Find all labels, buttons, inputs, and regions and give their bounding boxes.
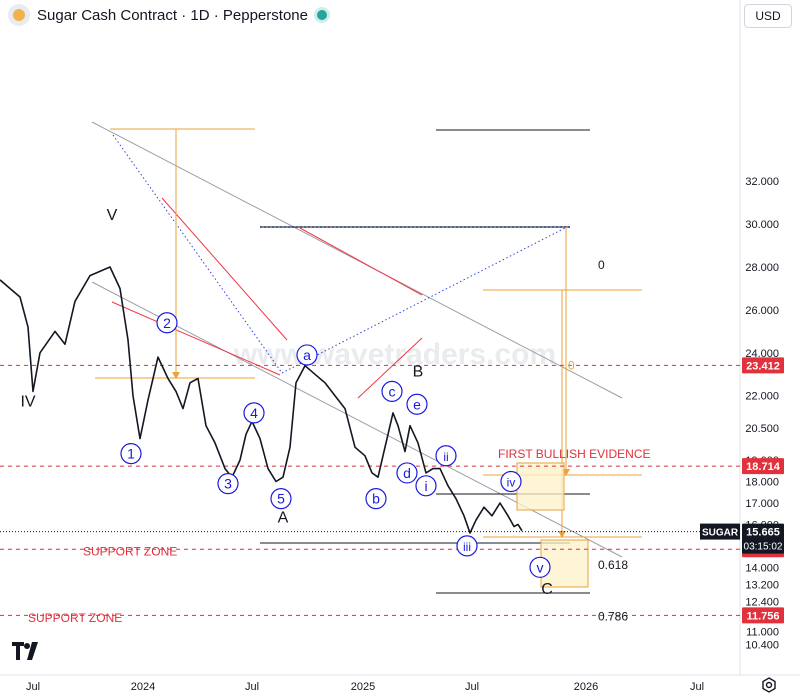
symbol-title[interactable]: Sugar Cash Contract · 1D · Pepperstone (37, 6, 308, 24)
current-price-label: 15.665 (746, 527, 780, 539)
symbol-logo-icon (8, 4, 30, 26)
fib-label-0: 0 (598, 258, 605, 272)
x-tick-label-0: Jul (26, 681, 40, 693)
symbol-tag-label: SUGAR (702, 528, 739, 539)
red-trendline-d (357, 337, 423, 399)
y-tick-label-6: 20.500 (745, 423, 779, 435)
wave-label-C: C (541, 581, 553, 598)
wave-circle-label-e: e (413, 396, 421, 412)
price-tag-bg-1 (742, 458, 784, 475)
wave-circle-5 (270, 488, 292, 510)
y-tick-label-13: 12.400 (745, 597, 779, 609)
channel-upper-line (91, 121, 623, 399)
price-tag-label-1: 18.714 (746, 461, 781, 473)
wave-circle-4 (243, 402, 265, 424)
currency-selector[interactable]: USD (744, 4, 792, 28)
wave-circle-label-2: 2 (163, 315, 171, 331)
watermark-text: www.wavetraders.com (233, 338, 556, 371)
x-tick-label-6: Jul (690, 681, 704, 693)
annotation-0: FIRST BULLISH EVIDENCE (498, 447, 650, 461)
fib-label-3: 0.786 (598, 610, 628, 624)
wave-circle-ii (435, 445, 457, 467)
channel-lower-line (91, 281, 623, 558)
wave-circle-label-i: i (424, 478, 427, 494)
wave-circle-label-v: v (537, 559, 544, 575)
orange-arrow-head-a (172, 372, 180, 379)
x-tick-label-3: 2025 (351, 681, 375, 693)
wave-circle-c (381, 380, 403, 403)
wave-circle-1 (120, 443, 142, 465)
wave-circle-label-1: 1 (127, 446, 135, 462)
wave-label-B: B (413, 363, 424, 380)
wave-circle-iv (500, 470, 522, 493)
y-tick-label-2: 28.000 (745, 262, 779, 274)
wave-circle-2 (156, 312, 178, 334)
annotation-2: SUPPORT ZONE (28, 611, 122, 625)
price-tag-bg-3 (742, 607, 784, 624)
y-tick-label-14: 11.000 (746, 627, 779, 639)
price-tag-label-3: 11.756 (746, 610, 779, 622)
fib-label-2: 0.618 (598, 558, 628, 572)
y-tick-label-11: 14.000 (745, 562, 779, 574)
wave-circle-i (415, 475, 437, 497)
blue-dotted-connector-a (112, 134, 283, 374)
chart-header: Sugar Cash Contract · 1D · Pepperstone (0, 0, 327, 30)
wave-circle-3 (217, 473, 239, 495)
red-trendline-a (161, 197, 288, 341)
wave-circle-label-a: a (303, 347, 311, 363)
settings-gear-icon[interactable] (760, 676, 778, 694)
wave-circle-b (365, 488, 387, 510)
y-tick-label-15: 10.400 (745, 640, 779, 652)
wave-label-A: A (278, 509, 289, 526)
y-tick-label-9: 17.000 (745, 498, 779, 510)
orange-arrow-head-c (558, 531, 566, 538)
wave-circle-a (296, 344, 318, 366)
wave-circle-v (529, 556, 551, 578)
red-trendline-b (111, 301, 281, 376)
wave-circle-label-3: 3 (224, 476, 232, 492)
y-tick-label-4: 24.000 (745, 348, 779, 360)
annotation-1: SUPPORT ZONE (83, 545, 177, 559)
wave-circle-iii (456, 535, 478, 557)
x-tick-label-4: Jul (465, 681, 479, 693)
market-open-indicator-icon (316, 10, 327, 20)
wave-circle-label-iii: iii (463, 540, 471, 554)
y-tick-label-1: 30.000 (745, 219, 779, 231)
wave-circle-d (396, 462, 418, 484)
x-tick-label-5: 2026 (574, 681, 598, 693)
x-tick-label-1: 2024 (131, 681, 155, 693)
wave-circle-e (406, 393, 428, 415)
wave-label-V: V (107, 207, 118, 224)
y-tick-label-0: 32.000 (745, 176, 779, 188)
price-tag-label-0: 23.412 (746, 360, 780, 372)
symbol-tag-bg (700, 523, 740, 540)
wave-circle-label-iv: iv (507, 476, 516, 490)
y-tick-label-5: 22.000 (745, 391, 779, 403)
wave-circle-label-b: b (372, 491, 380, 507)
current-price-tag-bg (742, 523, 784, 554)
price-series-line[interactable] (0, 266, 523, 534)
target-box-v (516, 462, 565, 511)
fib-label-1: 0 (568, 359, 575, 373)
wave-circle-label-d: d (403, 465, 411, 481)
y-tick-label-12: 13.200 (745, 579, 779, 591)
x-tick-label-2: Jul (245, 681, 259, 693)
wave-label-IV: IV (20, 393, 35, 410)
wave-circle-label-5: 5 (277, 491, 285, 507)
y-tick-label-8: 18.000 (745, 477, 779, 489)
bar-countdown-label: 03:15:02 (744, 542, 783, 553)
price-tag-bg-0 (742, 357, 784, 374)
wave-circle-label-c: c (389, 383, 396, 399)
y-tick-label-3: 26.000 (745, 305, 779, 317)
wave-circle-label-4: 4 (250, 405, 258, 421)
blue-dotted-connector-b (281, 226, 568, 374)
red-trendline-c (299, 227, 423, 296)
wave-circle-label-ii: ii (443, 450, 448, 464)
tradingview-logo-icon (12, 642, 38, 660)
